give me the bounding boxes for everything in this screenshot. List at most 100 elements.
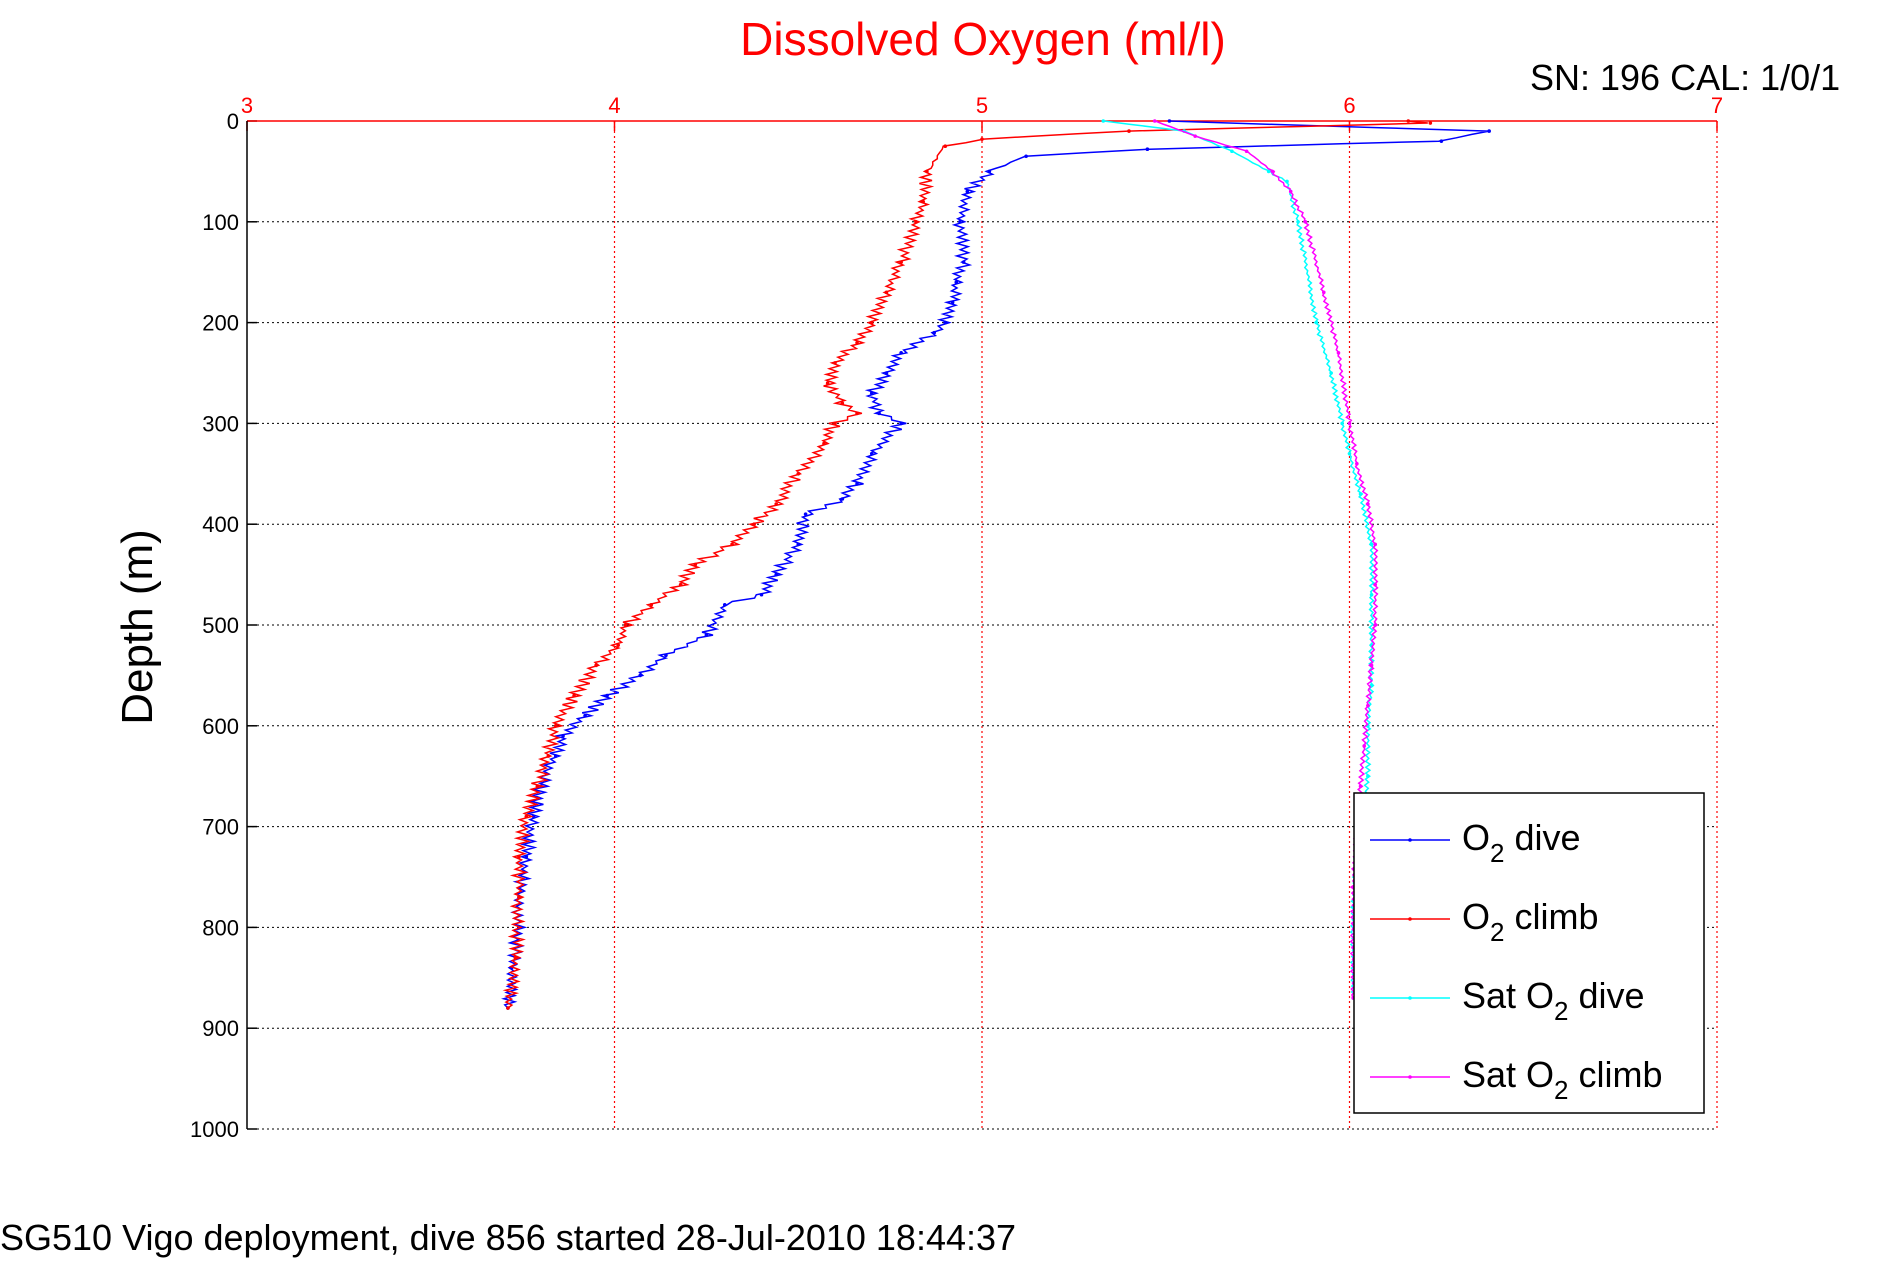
series-point-1 xyxy=(752,522,756,526)
series-point-2 xyxy=(1369,592,1374,597)
series-point-0 xyxy=(774,572,778,577)
series-point-1 xyxy=(649,603,654,607)
x-tick-label: 4 xyxy=(608,93,620,118)
series-point-0 xyxy=(987,169,992,174)
legend-label-1: O2 climb xyxy=(1462,896,1599,947)
series-line-1 xyxy=(502,120,1428,1009)
legend-label-2: Sat O2 dive xyxy=(1462,975,1645,1026)
series-point-0 xyxy=(869,391,874,395)
series-point-0 xyxy=(638,673,643,678)
series-point-0 xyxy=(869,451,874,456)
series-point-0 xyxy=(950,300,955,305)
series-point-2 xyxy=(1285,179,1289,184)
series-point-1 xyxy=(822,441,826,446)
series-point-3 xyxy=(1366,502,1370,506)
series-point-0 xyxy=(899,351,903,355)
series-point-0 xyxy=(704,633,709,637)
series-point-2 xyxy=(1329,371,1333,375)
y-tick-label: 100 xyxy=(202,210,239,235)
x-tick-label: 3 xyxy=(241,93,253,118)
series-point-1 xyxy=(943,144,948,148)
series-point-3 xyxy=(1244,149,1249,154)
legend: O2 dive O2 climb Sat O2 dive Sat O2 climb xyxy=(1353,792,1705,1114)
series-line-2 xyxy=(1103,120,1376,999)
series-point-2 xyxy=(1296,220,1300,224)
series-point-1 xyxy=(1428,121,1433,125)
x-tick-label: 5 xyxy=(976,93,988,118)
series-point-1 xyxy=(884,290,889,295)
y-tick-label: 0 xyxy=(227,109,239,134)
legend-label-0: O2 dive xyxy=(1462,817,1581,868)
series-point-3 xyxy=(1369,663,1374,668)
legend-label-3: Sat O2 climb xyxy=(1462,1054,1663,1105)
series-point-0 xyxy=(954,280,959,285)
series-point-1 xyxy=(914,220,918,224)
series-point-1 xyxy=(594,663,598,668)
y-tick-label: 700 xyxy=(202,815,239,840)
series-point-3 xyxy=(1270,169,1275,174)
y-tick-label: 900 xyxy=(202,1016,239,1041)
series-point-1 xyxy=(693,562,698,567)
series-point-1 xyxy=(572,693,576,698)
series-point-0 xyxy=(1167,119,1172,123)
series-point-0 xyxy=(877,411,881,416)
series-point-3 xyxy=(1373,582,1378,587)
series-point-3 xyxy=(1347,421,1352,426)
series-point-0 xyxy=(1145,147,1150,152)
series-point-1 xyxy=(506,1006,510,1010)
series-point-3 xyxy=(1362,744,1366,748)
series-point-1 xyxy=(899,260,903,264)
series-point-1 xyxy=(546,754,551,758)
series-point-1 xyxy=(1127,129,1131,133)
series-point-0 xyxy=(965,189,970,194)
series-point-2 xyxy=(1266,169,1271,174)
series-point-3 xyxy=(1336,351,1341,355)
series-point-3 xyxy=(1373,542,1378,547)
series-point-1 xyxy=(535,784,540,789)
series-point-2 xyxy=(1340,421,1344,426)
series-point-1 xyxy=(825,381,830,385)
series-line-3 xyxy=(1155,120,1379,999)
series-point-0 xyxy=(961,260,966,264)
series-point-3 xyxy=(1321,290,1326,295)
series-point-2 xyxy=(1101,119,1106,123)
y-tick-label: 800 xyxy=(202,915,239,940)
series-point-1 xyxy=(517,895,521,899)
series-point-1 xyxy=(513,955,518,960)
series-point-0 xyxy=(1487,129,1491,133)
series-point-0 xyxy=(796,542,801,547)
series-point-1 xyxy=(730,542,734,547)
series-line-0 xyxy=(501,120,1490,1009)
y-tick-label: 500 xyxy=(202,613,239,638)
series-point-1 xyxy=(925,169,929,174)
series-point-1 xyxy=(855,411,859,416)
series-point-2 xyxy=(1366,774,1370,778)
x-tick-label: 6 xyxy=(1343,93,1355,118)
series-point-0 xyxy=(531,814,536,819)
series-point-3 xyxy=(1152,119,1157,123)
series-point-1 xyxy=(833,361,837,365)
series-point-1 xyxy=(1406,119,1411,123)
series-point-0 xyxy=(759,592,764,597)
series-point-0 xyxy=(664,653,668,658)
series-point-0 xyxy=(840,497,845,501)
series-point-1 xyxy=(796,472,801,476)
series-point-3 xyxy=(1288,189,1293,194)
y-axis-label: Depth (m) xyxy=(113,529,162,725)
series-point-1 xyxy=(517,855,521,859)
series-point-0 xyxy=(932,330,937,335)
legend-swatch-marker-1 xyxy=(1408,917,1412,921)
serial-calibration-text: SN: 196 CAL: 1/0/1 xyxy=(1530,57,1840,98)
series-point-0 xyxy=(943,320,948,325)
legend-swatch-marker-0 xyxy=(1408,838,1412,842)
series-point-2 xyxy=(1358,492,1363,496)
series-point-1 xyxy=(678,582,683,587)
axes-layer: 3 4 5 6 7 0 100 200 300 400 500 600 700 800 900 1000 xyxy=(190,93,1723,1142)
series-point-0 xyxy=(605,693,609,698)
series-point-1 xyxy=(833,421,837,426)
legend-box xyxy=(1353,792,1705,1114)
series-point-2 xyxy=(1369,542,1374,547)
series-point-3 xyxy=(1193,134,1197,138)
series-point-0 xyxy=(553,754,558,758)
